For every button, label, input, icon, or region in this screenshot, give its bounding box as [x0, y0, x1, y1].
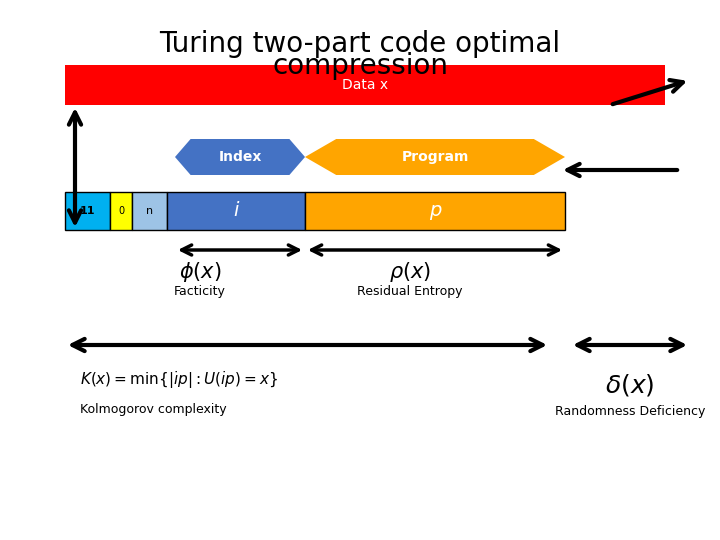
- Text: $\phi(x)$: $\phi(x)$: [179, 260, 221, 284]
- Text: compression: compression: [272, 52, 448, 80]
- Bar: [167, 192, 305, 230]
- Text: i: i: [233, 201, 239, 220]
- Text: Program: Program: [401, 150, 469, 164]
- Polygon shape: [305, 139, 565, 175]
- Bar: [305, 192, 565, 230]
- Text: Residual Entropy: Residual Entropy: [357, 286, 463, 299]
- Text: 0: 0: [118, 206, 124, 216]
- Text: Turing two-part code optimal: Turing two-part code optimal: [159, 30, 561, 58]
- Text: $\rho(x)$: $\rho(x)$: [389, 260, 431, 284]
- Text: Facticity: Facticity: [174, 286, 226, 299]
- Text: 11: 11: [80, 206, 95, 216]
- Text: Index: Index: [218, 150, 261, 164]
- Text: n: n: [146, 206, 153, 216]
- Text: Kolmogorov complexity: Kolmogorov complexity: [80, 403, 227, 416]
- Text: Randomness Deficiency: Randomness Deficiency: [555, 406, 705, 419]
- Text: $K(x) = \min\{|\dot{\imath}p| : U(\dot{\imath}p) = x\}$: $K(x) = \min\{|\dot{\imath}p| : U(\dot{\…: [80, 369, 278, 391]
- Text: Data x: Data x: [342, 78, 388, 92]
- Polygon shape: [175, 139, 305, 175]
- Bar: [65, 192, 110, 230]
- Bar: [65, 65, 665, 105]
- Bar: [110, 192, 132, 230]
- Text: $\delta(x)$: $\delta(x)$: [606, 372, 654, 398]
- Text: p: p: [429, 201, 441, 220]
- Bar: [132, 192, 167, 230]
